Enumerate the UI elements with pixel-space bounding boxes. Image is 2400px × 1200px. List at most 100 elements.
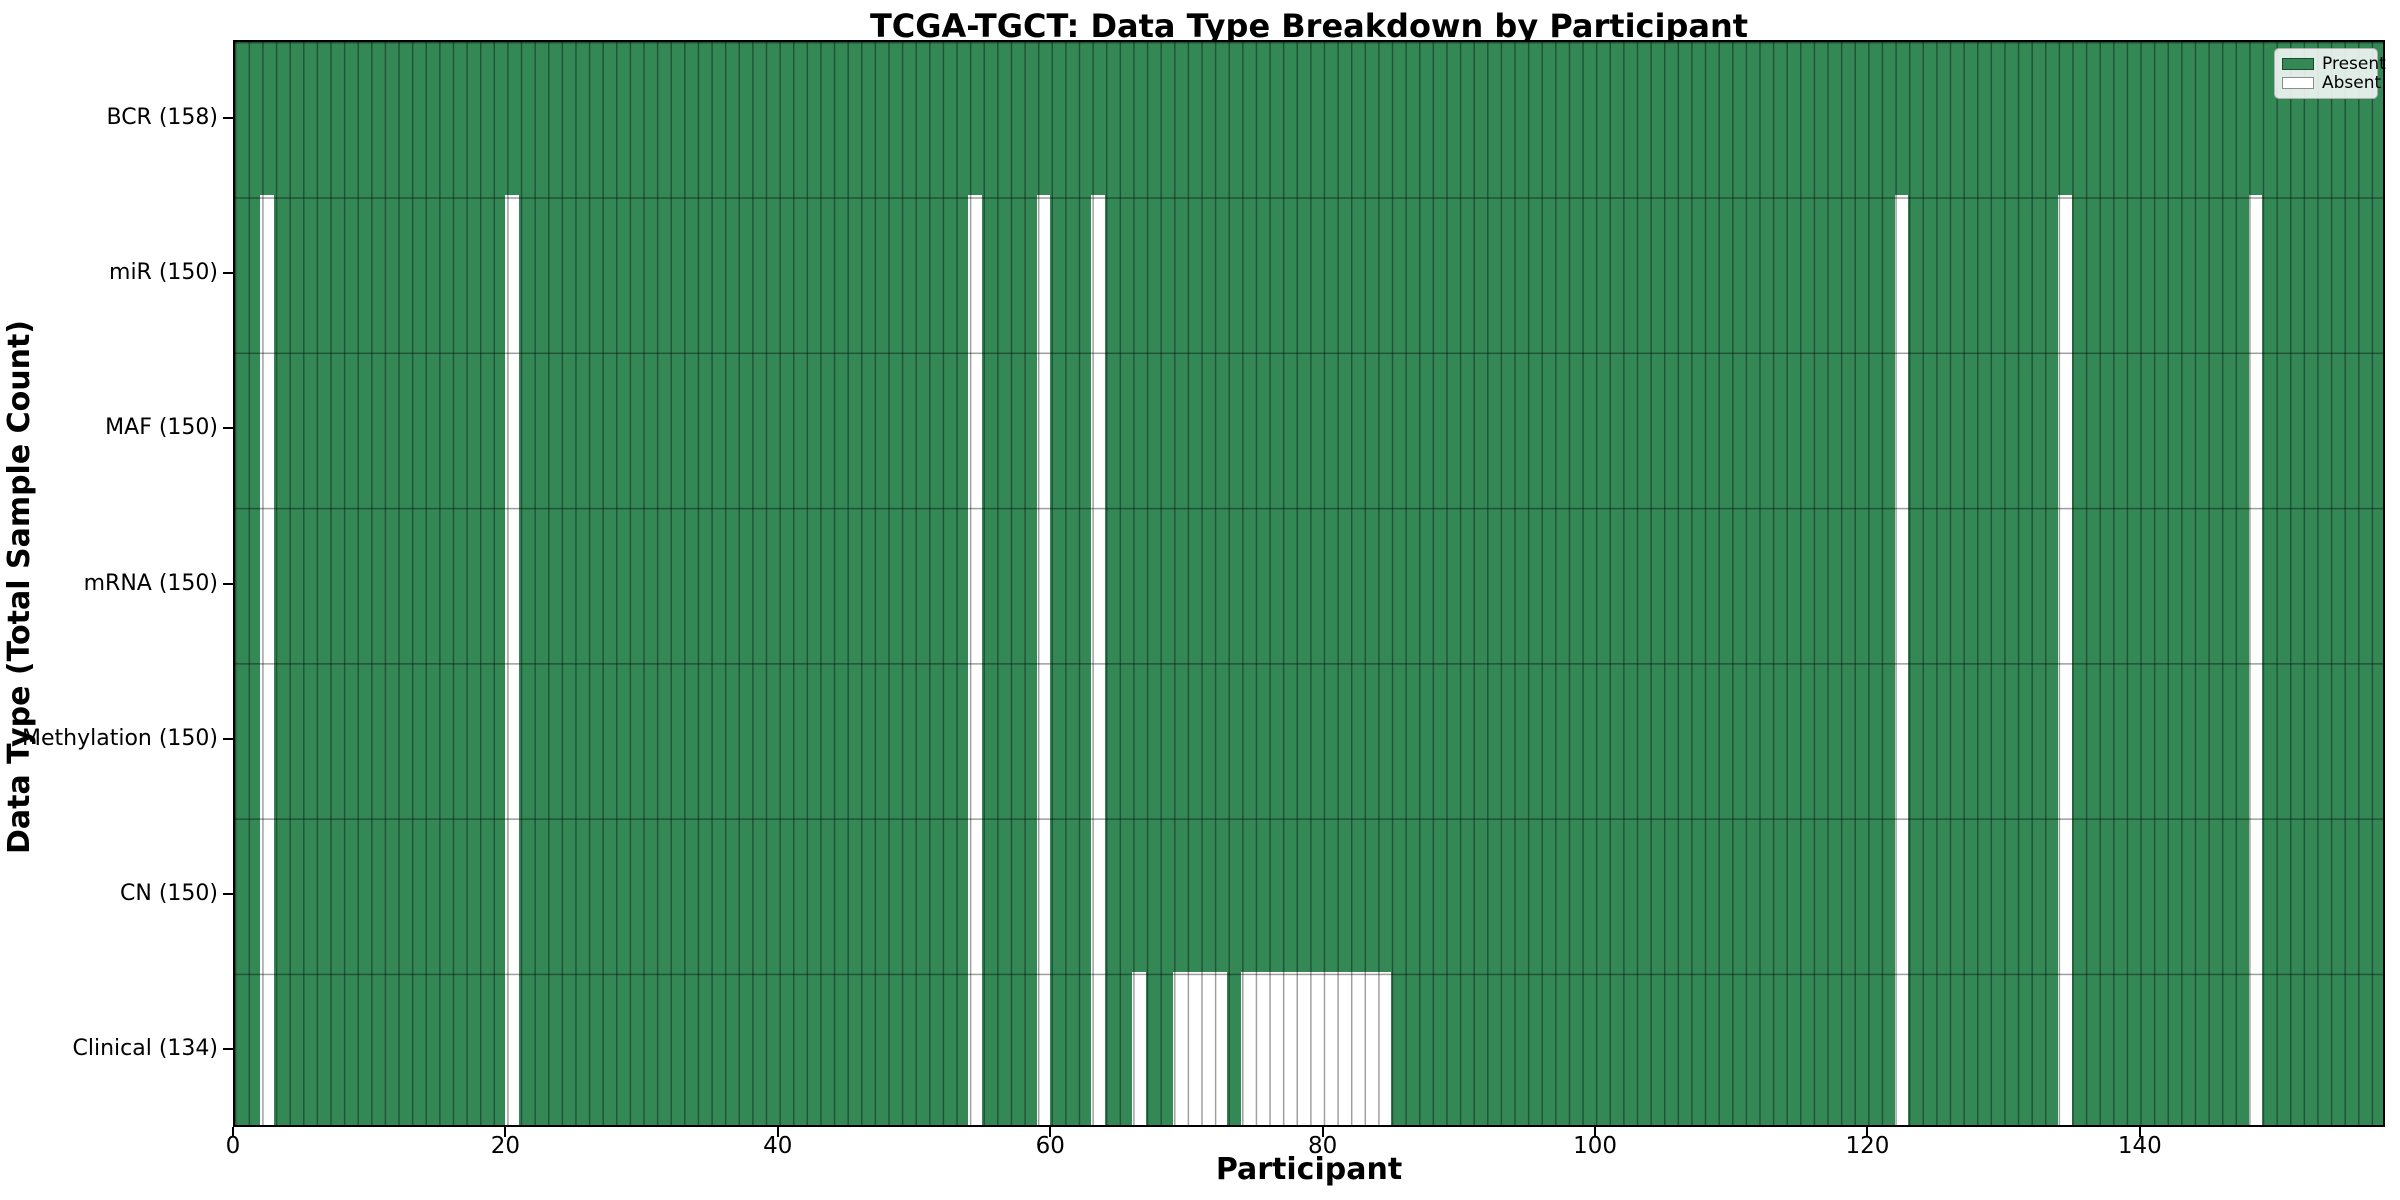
absent-cell (260, 350, 274, 506)
absent-cell (1268, 971, 1282, 1127)
legend-swatch-absent (2282, 77, 2314, 89)
absent-cell (505, 971, 519, 1127)
legend-label: Absent (2322, 73, 2382, 93)
absent-cell (505, 350, 519, 506)
x-axis-label: Participant (1215, 1152, 1403, 1187)
absent-cell (260, 816, 274, 972)
y-tick-label: MAF (150) (105, 415, 218, 441)
absent-cell (2248, 816, 2263, 972)
legend-entry-absent: Absent (2282, 74, 2381, 92)
absent-cell (2248, 971, 2263, 1127)
y-tick-label: miR (150) (109, 259, 218, 285)
absent-cell (1091, 195, 1105, 351)
absent-cell (505, 505, 519, 662)
x-tick-label: 80 (1307, 1133, 1338, 1159)
y-tick-label: mRNA (150) (83, 570, 218, 596)
absent-cell (2058, 816, 2072, 972)
absent-cell (1281, 971, 1296, 1127)
legend-swatch-present (2282, 58, 2314, 70)
absent-cell (1240, 971, 1255, 1127)
y-tick-label: Methylation (150) (22, 725, 218, 751)
absent-cell (1894, 971, 1909, 1127)
chart-title: TCGA-TGCT: Data Type Breakdown by Partic… (869, 7, 1749, 45)
absent-cell (1309, 971, 1323, 1127)
absent-cell (968, 505, 983, 662)
absent-cell (1091, 971, 1105, 1127)
absent-cell (260, 971, 274, 1127)
absent-cell (1894, 661, 1909, 817)
x-tick-label: 140 (2117, 1133, 2162, 1159)
x-tick-label: 20 (490, 1133, 521, 1159)
y-tick-mark (223, 893, 233, 896)
x-tick-label: 40 (763, 1133, 793, 1159)
absent-cell (1036, 661, 1051, 817)
absent-cell (1036, 971, 1051, 1127)
y-tick-mark (223, 271, 233, 274)
y-tick-mark (223, 582, 233, 585)
y-tick-mark (223, 116, 233, 119)
absent-cell (1322, 971, 1337, 1127)
legend: Present Absent (2274, 48, 2386, 99)
absent-cell (968, 816, 983, 972)
absent-cell (505, 816, 519, 972)
legend-entry-present: Present (2282, 55, 2386, 73)
y-tick-mark (223, 427, 233, 430)
absent-cell (1091, 505, 1105, 662)
absent-cell (2248, 661, 2263, 817)
x-tick-mark (776, 1127, 779, 1137)
x-tick-label: 0 (225, 1133, 241, 1159)
absent-cell (1036, 505, 1051, 662)
absent-cell (1894, 816, 1909, 972)
absent-cell (505, 195, 519, 351)
x-tick-mark (1321, 1127, 1324, 1137)
x-tick-mark (504, 1127, 507, 1137)
absent-cell (2248, 505, 2263, 662)
absent-cell (1377, 971, 1391, 1127)
absent-cell (1349, 971, 1364, 1127)
absent-cell (1131, 971, 1146, 1127)
absent-cell (1036, 816, 1051, 972)
heatmap-cells (233, 40, 2385, 1127)
absent-cell (260, 195, 274, 351)
absent-cell (1036, 195, 1051, 351)
x-tick-mark (232, 1127, 234, 1137)
absent-cell (1172, 971, 1187, 1127)
absent-cell (2058, 971, 2072, 1127)
absent-cell (1894, 195, 1909, 351)
y-tick-mark (223, 737, 233, 740)
y-tick-label: CN (150) (120, 881, 218, 907)
absent-cell (1336, 971, 1350, 1127)
absent-cell (1894, 350, 1909, 506)
absent-cell (2248, 350, 2263, 506)
absent-cell (1894, 505, 1909, 662)
absent-cell (1295, 971, 1309, 1127)
absent-cell (968, 195, 983, 351)
y-tick-label: BCR (158) (106, 104, 218, 130)
absent-cell (968, 350, 983, 506)
absent-cell (1091, 661, 1105, 817)
absent-cell (505, 661, 519, 817)
x-tick-mark (1866, 1127, 1869, 1137)
absent-cell (2248, 195, 2263, 351)
absent-cell (2058, 505, 2072, 662)
absent-cell (1363, 971, 1378, 1127)
x-tick-mark (2138, 1127, 2141, 1137)
plot-area: Present Absent (233, 40, 2386, 1127)
absent-cell (1213, 971, 1228, 1127)
legend-label: Present (2322, 54, 2386, 74)
x-tick-mark (1594, 1127, 1597, 1137)
absent-cell (260, 505, 274, 662)
x-tick-mark (1049, 1127, 1052, 1137)
absent-cell (2058, 661, 2072, 817)
absent-cell (260, 661, 274, 817)
absent-cell (2058, 350, 2072, 506)
absent-cell (968, 971, 983, 1127)
absent-cell (1036, 350, 1051, 506)
y-tick-label: Clinical (134) (72, 1036, 218, 1062)
x-tick-label: 120 (1845, 1133, 1890, 1159)
y-tick-mark (223, 1048, 233, 1051)
x-tick-label: 100 (1573, 1133, 1617, 1159)
absent-cell (968, 661, 983, 817)
x-tick-label: 60 (1035, 1133, 1065, 1159)
